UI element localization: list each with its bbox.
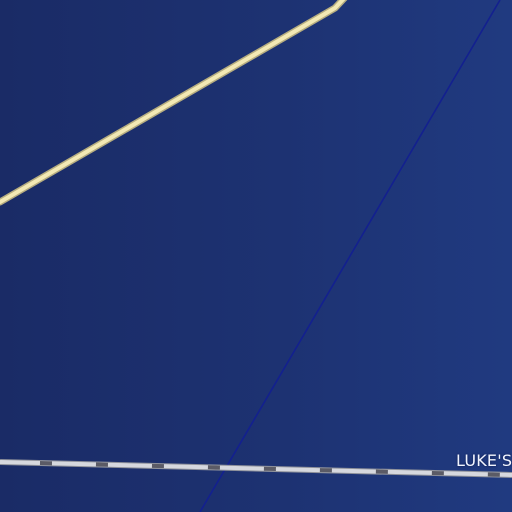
boundary-line — [199, 0, 501, 512]
place-label[interactable]: LUKE'S — [456, 451, 512, 470]
main-road[interactable] — [0, 0, 350, 204]
railway-line[interactable] — [0, 460, 512, 477]
